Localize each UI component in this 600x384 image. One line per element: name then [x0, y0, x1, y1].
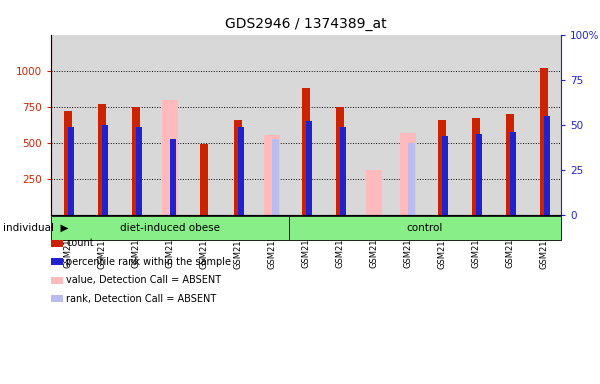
- Bar: [265, 135, 280, 215]
- Bar: [407, 143, 415, 215]
- Bar: [472, 118, 480, 215]
- Bar: [425, 35, 459, 215]
- Bar: [221, 35, 255, 215]
- Text: rank, Detection Call = ABSENT: rank, Detection Call = ABSENT: [66, 294, 217, 304]
- Bar: [340, 127, 346, 215]
- Bar: [400, 133, 416, 215]
- Text: value, Detection Call = ABSENT: value, Detection Call = ABSENT: [66, 275, 221, 285]
- Bar: [509, 132, 516, 215]
- Bar: [132, 108, 140, 215]
- Bar: [544, 116, 550, 215]
- Bar: [68, 127, 74, 215]
- Bar: [506, 114, 514, 215]
- Bar: [459, 35, 493, 215]
- Bar: [438, 120, 446, 215]
- Text: diet-induced obese: diet-induced obese: [120, 223, 220, 233]
- Bar: [255, 35, 289, 215]
- Text: count: count: [66, 238, 94, 248]
- Bar: [51, 35, 85, 215]
- Text: control: control: [407, 223, 443, 233]
- Bar: [170, 139, 176, 215]
- Bar: [200, 144, 208, 215]
- Bar: [187, 35, 221, 215]
- Bar: [289, 35, 323, 215]
- Bar: [476, 134, 482, 215]
- Bar: [493, 35, 527, 215]
- Bar: [51, 277, 63, 284]
- Bar: [238, 127, 244, 215]
- Bar: [302, 88, 310, 215]
- Bar: [153, 35, 187, 215]
- Bar: [119, 35, 153, 215]
- Bar: [336, 108, 344, 215]
- Bar: [442, 136, 448, 215]
- Bar: [163, 100, 178, 215]
- Bar: [289, 216, 561, 240]
- Bar: [136, 127, 142, 215]
- Bar: [51, 240, 63, 247]
- Bar: [51, 295, 63, 302]
- Text: percentile rank within the sample: percentile rank within the sample: [66, 257, 231, 267]
- Title: GDS2946 / 1374389_at: GDS2946 / 1374389_at: [225, 17, 387, 31]
- Bar: [98, 104, 106, 215]
- Bar: [272, 139, 279, 215]
- Bar: [51, 216, 289, 240]
- Bar: [367, 170, 382, 215]
- Bar: [64, 111, 72, 215]
- Bar: [51, 258, 63, 265]
- Bar: [357, 35, 391, 215]
- Bar: [305, 121, 312, 215]
- Bar: [540, 68, 548, 215]
- Bar: [85, 35, 119, 215]
- Bar: [391, 35, 425, 215]
- Text: individual  ▶: individual ▶: [3, 223, 68, 233]
- Bar: [323, 35, 357, 215]
- Bar: [234, 120, 242, 215]
- Bar: [101, 125, 108, 215]
- Bar: [527, 35, 561, 215]
